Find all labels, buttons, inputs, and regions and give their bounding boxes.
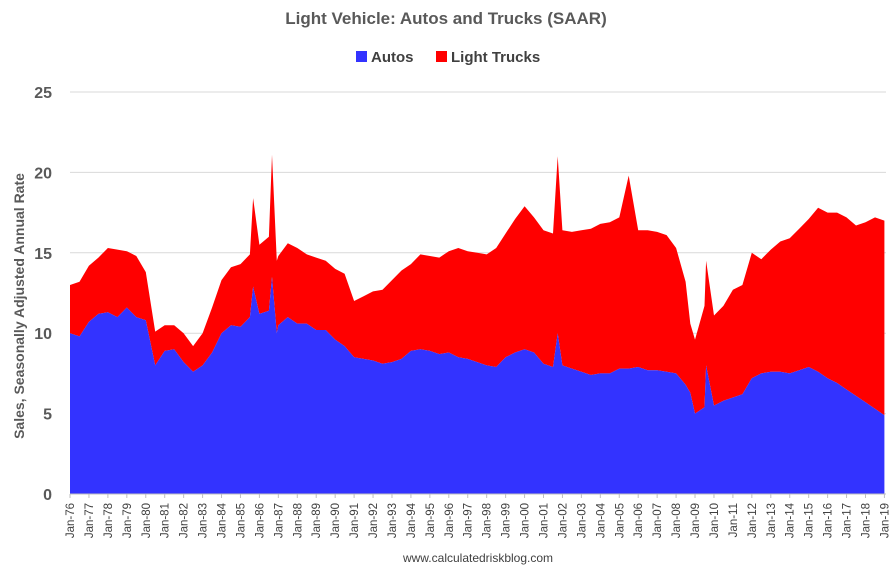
x-tick-label: Jan-84 [217,502,229,538]
x-tick-label: Jan-95 [425,503,437,538]
x-tick-label: Jan-92 [368,503,380,538]
x-tick-label: Jan-14 [785,502,797,538]
x-tick-label: Jan-01 [539,503,551,538]
x-tick-label: Jan-90 [330,503,342,538]
series-area-light-trucks [70,154,885,416]
x-tick-label: Jan-88 [292,503,304,538]
chart-title: Light Vehicle: Autos and Trucks (SAAR) [285,9,606,28]
x-tick-label: Jan-07 [652,503,664,538]
plot-area [70,154,886,495]
x-tick-label: Jan-86 [254,503,266,538]
y-axis-ticks: 0 5 10 15 20 25 [34,85,52,504]
x-tick-label: Jan-02 [557,503,569,538]
x-tick-label: Jan-05 [614,503,626,538]
x-tick-label: Jan-00 [520,503,532,538]
x-tick-label: Jan-91 [349,503,361,538]
legend-swatch-autos [356,51,367,62]
x-tick-label: Jan-87 [273,503,285,538]
x-tick-label: Jan-89 [311,503,323,538]
y-tick-label: 20 [34,165,52,182]
x-tick-label: Jan-83 [198,503,210,538]
x-tick-label: Jan-03 [576,503,588,538]
x-tick-label: Jan-08 [671,503,683,538]
legend-label-light-trucks: Light Trucks [451,49,540,66]
x-tick-label: Jan-82 [179,503,191,538]
x-tick-label: Jan-99 [501,503,513,538]
legend: Autos Light Trucks [356,49,540,66]
x-tick-label: Jan-09 [690,503,702,538]
x-tick-label: Jan-15 [804,503,816,538]
x-tick-label: Jan-93 [387,503,399,538]
y-tick-label: 25 [34,85,52,102]
x-tick-label: Jan-79 [122,503,134,538]
x-tick-label: Jan-18 [860,503,872,538]
x-tick-label: Jan-98 [482,503,494,538]
y-axis-label: Sales, Seasonally Adjusted Annual Rate [11,173,27,439]
x-tick-label: Jan-80 [141,503,153,538]
x-tick-label: Jan-76 [65,503,77,538]
series-area-autos [70,276,885,494]
legend-swatch-light-trucks [436,51,447,62]
x-tick-label: Jan-17 [842,503,854,538]
x-tick-label: Jan-85 [235,503,247,538]
x-tick-label: Jan-16 [823,503,835,538]
y-tick-label: 5 [43,407,52,424]
legend-label-autos: Autos [371,49,414,66]
x-tick-label: Jan-11 [728,503,740,537]
y-tick-label: 15 [34,246,52,263]
y-tick-label: 10 [34,326,52,343]
x-tick-label: Jan-78 [103,503,115,538]
x-tick-label: Jan-96 [444,503,456,538]
y-tick-label: 0 [43,487,52,504]
x-axis-ticks: Jan-76 Jan-77 Jan-78 Jan-79 Jan-80 Jan-81 Jan-… [65,494,891,538]
footer-source: www.calculatedriskblog.com [402,551,553,565]
x-tick-label: Jan-13 [766,503,778,538]
x-tick-label: Jan-04 [595,502,607,538]
x-tick-label: Jan-10 [709,503,721,538]
x-tick-label: Jan-97 [463,503,475,538]
x-tick-label: Jan-06 [633,503,645,538]
x-tick-label: Jan-94 [406,502,418,538]
x-tick-label: Jan-19 [879,503,891,538]
x-tick-label: Jan-77 [84,503,96,538]
x-tick-label: Jan-81 [160,503,172,538]
x-tick-label: Jan-12 [747,503,759,538]
